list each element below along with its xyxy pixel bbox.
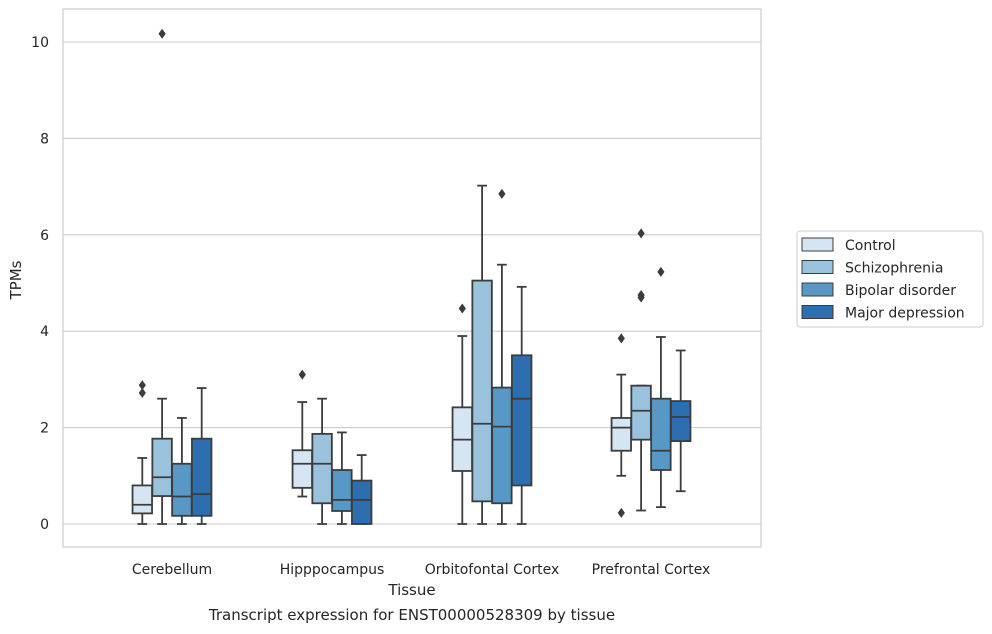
- outlier-point: [637, 228, 645, 239]
- box-schizophrenia: [311, 397, 333, 525]
- box: [491, 386, 513, 505]
- outlier-point: [298, 369, 306, 380]
- x-tick-labels: Cerebellum Hipppocampus Orbitofontal Corte…: [132, 562, 710, 578]
- x-axis-label: Tissue: [387, 581, 435, 599]
- outlier-point: [637, 290, 645, 301]
- box-control: [451, 303, 473, 525]
- outlier-point: [498, 188, 506, 199]
- legend-label: Schizophrenia: [845, 261, 943, 277]
- legend-swatch: [801, 305, 834, 319]
- legend-frame: [796, 230, 984, 328]
- box-control: [131, 380, 153, 525]
- y-axis-label: TPMs: [7, 260, 25, 300]
- box: [610, 417, 632, 452]
- legend-label: Major depression: [845, 306, 965, 322]
- box-groups: [131, 28, 692, 525]
- outlier-point: [657, 266, 665, 277]
- box: [471, 279, 493, 503]
- y-tick-label: 8: [40, 131, 49, 147]
- y-tick-label: 10: [31, 35, 49, 51]
- legend-swatch: [801, 282, 834, 297]
- legend-swatch: [801, 260, 834, 274]
- legend: Control Schizophrenia Bipolar disorder Majo…: [796, 230, 984, 328]
- x-tick-label: Orbitofontal Cortex: [425, 562, 560, 578]
- box: [311, 432, 333, 505]
- box: [650, 397, 672, 471]
- chart-caption: Transcript expression for ENST0000052830…: [208, 606, 616, 624]
- outlier-point: [617, 333, 625, 344]
- box-bipolar-disorder: [650, 266, 672, 509]
- box-bipolar-disorder: [491, 188, 513, 525]
- y-tick-label: 6: [40, 228, 49, 244]
- box-major-depression: [511, 285, 533, 525]
- box-major-depression: [191, 387, 213, 525]
- y-tick-label: 4: [40, 324, 49, 340]
- outlier-point: [617, 507, 625, 518]
- box-control: [291, 369, 313, 498]
- box: [171, 462, 193, 517]
- outlier-point: [138, 380, 146, 391]
- box-schizophrenia: [151, 28, 173, 525]
- box: [630, 384, 652, 441]
- x-tick-label: Cerebellum: [132, 562, 212, 578]
- plot-frame: [62, 8, 762, 548]
- box-schizophrenia: [471, 184, 493, 525]
- box: [131, 484, 153, 515]
- box-control: [610, 333, 632, 518]
- x-tick-label: Prefrontal Cortex: [592, 562, 711, 578]
- outlier-point: [158, 28, 166, 39]
- box-bipolar-disorder: [171, 417, 193, 525]
- y-tick-labels: 0 2 4 6 8 10: [31, 35, 49, 533]
- legend-swatch: [801, 237, 834, 252]
- box: [331, 469, 353, 512]
- box: [511, 354, 533, 487]
- x-tick-label: Hipppocampus: [280, 562, 385, 578]
- outlier-point: [458, 303, 466, 314]
- box: [351, 479, 373, 525]
- legend-label: Control: [845, 238, 896, 254]
- y-tick-label: 0: [40, 517, 49, 533]
- box-major-depression: [670, 349, 692, 493]
- y-tick-label: 2: [40, 421, 49, 437]
- box: [191, 437, 213, 517]
- box: [151, 437, 173, 497]
- box: [291, 449, 313, 489]
- box: [670, 400, 692, 442]
- legend-label: Bipolar disorder: [845, 283, 956, 299]
- outlier-point: [138, 387, 146, 398]
- gridlines: [63, 41, 761, 525]
- box-major-depression: [351, 454, 373, 525]
- box-bipolar-disorder: [331, 431, 353, 525]
- box-schizophrenia: [630, 228, 652, 512]
